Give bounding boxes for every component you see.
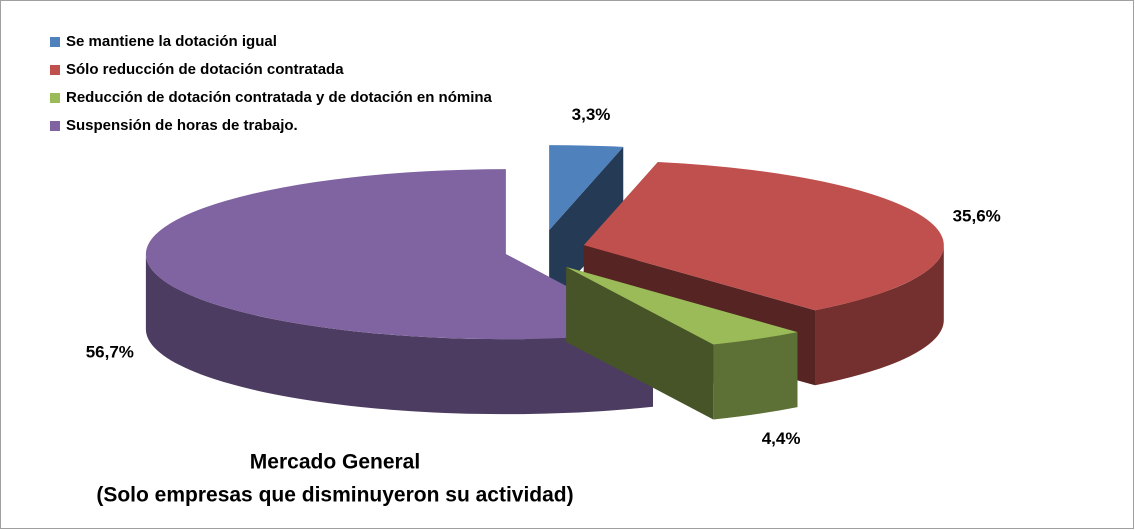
slice-side [145, 254, 653, 415]
data-label: 3,3% [572, 105, 611, 124]
legend-label: Reducción de dotación contratada y de do… [66, 89, 493, 106]
slice-cut-face [549, 146, 624, 306]
slice-side [815, 245, 944, 386]
legend-swatch [50, 93, 60, 103]
slice [549, 145, 624, 231]
data-label: 56,7% [86, 343, 134, 362]
slice-side [713, 332, 798, 420]
slice [566, 266, 798, 345]
data-label: 4,4% [762, 429, 801, 448]
slice [583, 161, 944, 311]
legend-label: Suspensión de horas de trabajo. [66, 117, 298, 134]
legend-swatch [50, 65, 60, 75]
data-label: 35,6% [953, 207, 1001, 226]
legend-label: Sólo reducción de dotación contratada [66, 61, 344, 78]
chart-subtitle: (Solo empresas que disminuyeron su activ… [96, 484, 573, 507]
legend-swatch [50, 121, 60, 131]
legend-swatch [50, 37, 60, 47]
slice-cut-face [566, 266, 714, 420]
legend-label: Se mantiene la dotación igual [66, 33, 277, 50]
chart-title: Mercado General [250, 451, 420, 474]
slice [145, 169, 653, 340]
